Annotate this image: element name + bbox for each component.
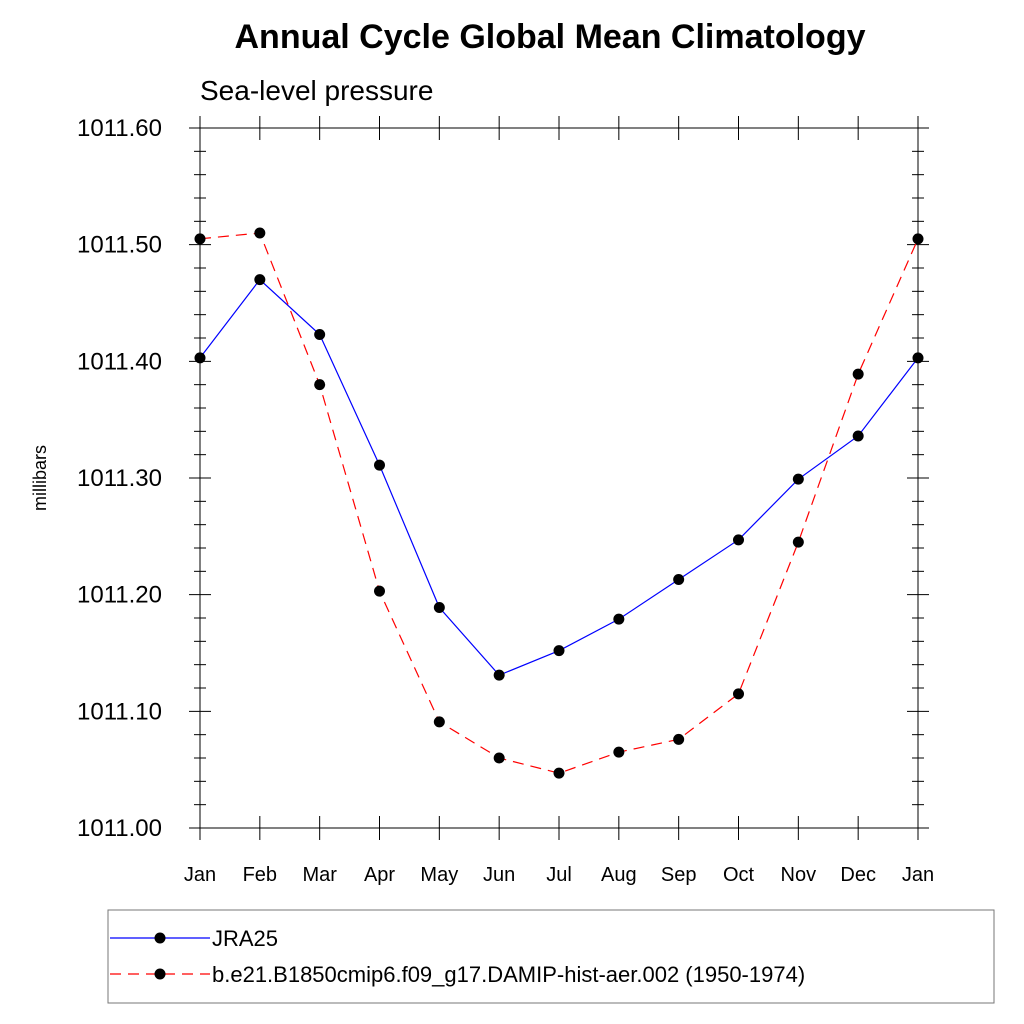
legend-entry-1: JRA25 <box>110 926 278 951</box>
y-tick-label: 1011.20 <box>77 582 162 609</box>
x-tick-label: Sep <box>661 864 697 886</box>
x-tick-label: Aug <box>601 864 637 886</box>
legend-marker <box>154 968 166 980</box>
x-tick-label: Mar <box>302 864 337 886</box>
data-point <box>254 274 266 286</box>
legend-entries: JRA25 b.e21.B1850cmip6.f09_g17.DAMIP-hist… <box>110 926 805 987</box>
data-point <box>673 733 685 745</box>
legend-box <box>107 909 995 1004</box>
y-tick-label: 1011.10 <box>77 698 162 725</box>
data-point <box>553 645 565 657</box>
y-tick-label: 1011.50 <box>77 232 162 259</box>
x-tick-label: Dec <box>840 864 876 886</box>
legend: JRA25 b.e21.B1850cmip6.f09_g17.DAMIP-hist… <box>107 909 995 1004</box>
x-tick-label: Jul <box>546 864 572 886</box>
data-point <box>374 459 385 471</box>
data-point <box>852 430 864 442</box>
chart-title: Annual Cycle Global Mean Climatology <box>235 18 866 56</box>
y-axis-label: millibars <box>30 445 50 511</box>
data-point <box>194 233 206 245</box>
series-line-1 <box>199 278 919 676</box>
data-point <box>374 585 385 597</box>
y-tick-label: 1011.60 <box>77 115 162 142</box>
series-1 <box>194 274 924 681</box>
x-tick-label: May <box>420 864 458 886</box>
data-point <box>493 669 505 681</box>
y-tick-label: 1011.40 <box>77 348 162 375</box>
legend-entry-2: b.e21.B1850cmip6.f09_g17.DAMIP-hist-aer.… <box>110 962 805 987</box>
x-tick-label: Jan <box>184 864 216 886</box>
data-point <box>733 688 744 700</box>
data-point <box>493 752 505 764</box>
data-point <box>314 329 326 340</box>
data-point <box>792 536 804 548</box>
series-layer <box>194 227 924 779</box>
data-point <box>613 613 625 625</box>
x-tick-label: Jun <box>483 864 515 886</box>
legend-label: JRA25 <box>212 926 278 951</box>
data-point <box>912 352 924 364</box>
data-point <box>553 767 565 779</box>
x-tick-label: Nov <box>781 864 817 886</box>
plot-frame <box>199 127 919 829</box>
x-tick-label: Feb <box>243 864 277 886</box>
data-point <box>613 746 625 758</box>
axis-ticks <box>189 116 929 840</box>
y-tick-label: 1011.00 <box>77 815 162 842</box>
chart-subtitle: Sea-level pressure <box>200 75 433 106</box>
x-tick-label: Oct <box>723 864 755 886</box>
series-2 <box>194 227 924 779</box>
y-tick-labels: 1011.00 1011.10 1011.20 1011.30 1011.40 1011.… <box>77 115 162 842</box>
series-line-2 <box>199 232 919 774</box>
data-point <box>852 368 864 380</box>
data-point <box>194 352 206 364</box>
data-point <box>433 716 445 728</box>
y-tick-label: 1011.30 <box>77 465 162 492</box>
legend-label: b.e21.B1850cmip6.f09_g17.DAMIP-hist-aer.… <box>212 962 805 987</box>
data-point <box>314 379 326 391</box>
data-point <box>433 602 445 613</box>
x-tick-label: Jan <box>902 864 934 886</box>
data-point <box>673 574 685 585</box>
data-point <box>792 473 804 485</box>
data-point <box>733 534 744 546</box>
data-point <box>254 227 266 239</box>
x-tick-labels: Jan Feb Mar Apr May Jun Jul Aug Sep Oct Nov Dec Jan <box>184 864 934 886</box>
x-tick-label: Apr <box>364 864 395 886</box>
data-point <box>912 233 924 245</box>
legend-marker <box>154 932 166 944</box>
